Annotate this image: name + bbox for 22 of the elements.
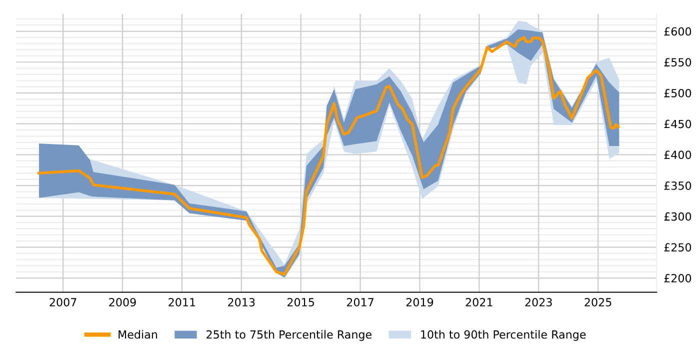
x-tick-label: 2021 bbox=[466, 298, 492, 306]
legend-label: Median bbox=[118, 330, 158, 339]
x-tick-label: 2007 bbox=[50, 298, 76, 306]
y-tick-label: £550 bbox=[664, 58, 692, 66]
y-tick-label: £200 bbox=[664, 274, 692, 282]
legend-label: 25th to 75th Percentile Range bbox=[206, 330, 372, 341]
y-tick-label: £500 bbox=[664, 88, 692, 98]
legend-label: 10th to 90th Percentile Range bbox=[421, 330, 586, 341]
y-tick-label: £300 bbox=[664, 212, 692, 221]
x-tick-label: 2009 bbox=[109, 298, 136, 306]
y-tick-label: £450 bbox=[664, 120, 692, 128]
y-tick-label: £600 bbox=[664, 27, 692, 36]
y-tick-label: £400 bbox=[664, 150, 692, 160]
x-tick-label: 2017 bbox=[346, 298, 374, 306]
x-tick-label: 2019 bbox=[406, 298, 434, 306]
y-tick-label: £350 bbox=[664, 181, 692, 190]
y-tick-label: £250 bbox=[664, 243, 692, 252]
x-tick-label: 2013 bbox=[228, 298, 255, 306]
x-tick-label: 2023 bbox=[525, 298, 552, 306]
x-tick-label: 2015 bbox=[288, 298, 314, 306]
x-tick-label: 2011 bbox=[168, 298, 196, 306]
x-tick-label: 2025 bbox=[584, 298, 612, 306]
